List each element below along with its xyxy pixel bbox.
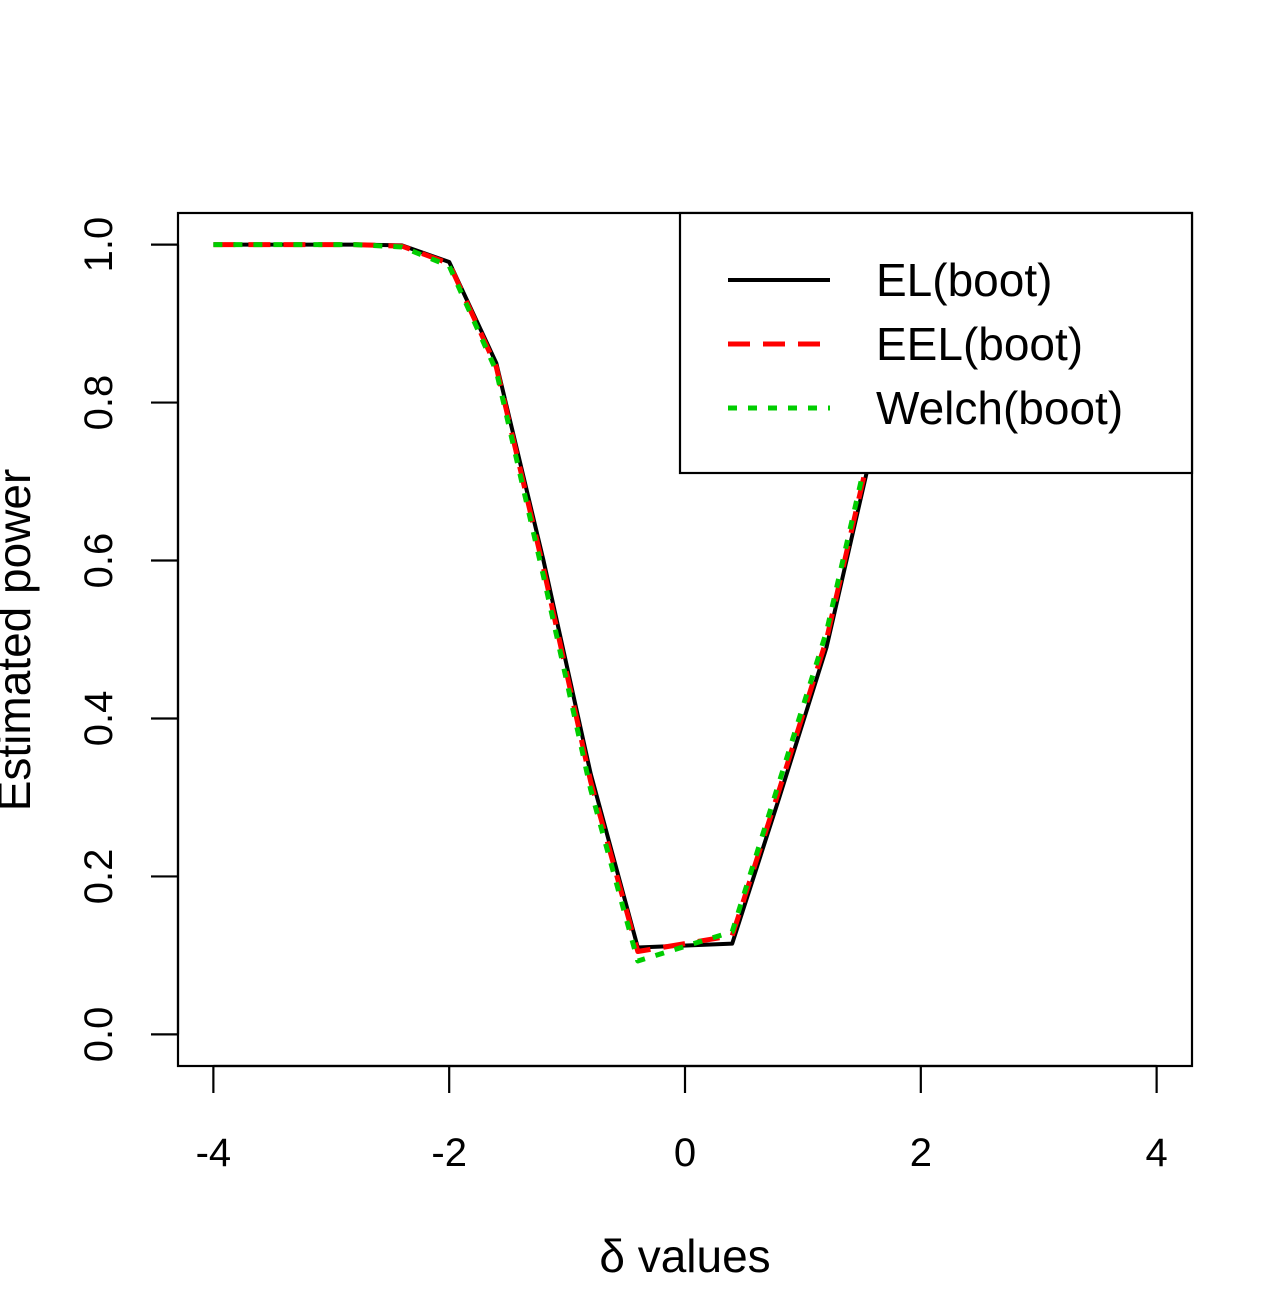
legend-label: Welch(boot)	[876, 382, 1123, 434]
y-tick-label: 0.6	[77, 533, 121, 589]
x-tick-label: 4	[1146, 1131, 1168, 1175]
y-tick-label: 1.0	[77, 217, 121, 273]
y-tick-label: 0.4	[77, 691, 121, 747]
y-axis-label: Estimated power	[0, 469, 40, 812]
x-axis-label: δ values	[599, 1230, 770, 1282]
legend-label: EL(boot)	[876, 254, 1052, 306]
legend-label: EEL(boot)	[876, 318, 1083, 370]
y-tick-label: 0.8	[77, 375, 121, 431]
x-tick-label: 2	[910, 1131, 932, 1175]
y-tick-label: 0.2	[77, 849, 121, 905]
legend: EL(boot) EEL(boot) Welch(boot)	[678, 211, 1194, 475]
x-tick-label: 0	[674, 1131, 696, 1175]
y-tick-label: 0.0	[77, 1007, 121, 1063]
x-tick-label: -4	[196, 1131, 232, 1175]
series-line-eel-boot	[213, 242, 1157, 954]
x-tick-label: -2	[431, 1131, 467, 1175]
